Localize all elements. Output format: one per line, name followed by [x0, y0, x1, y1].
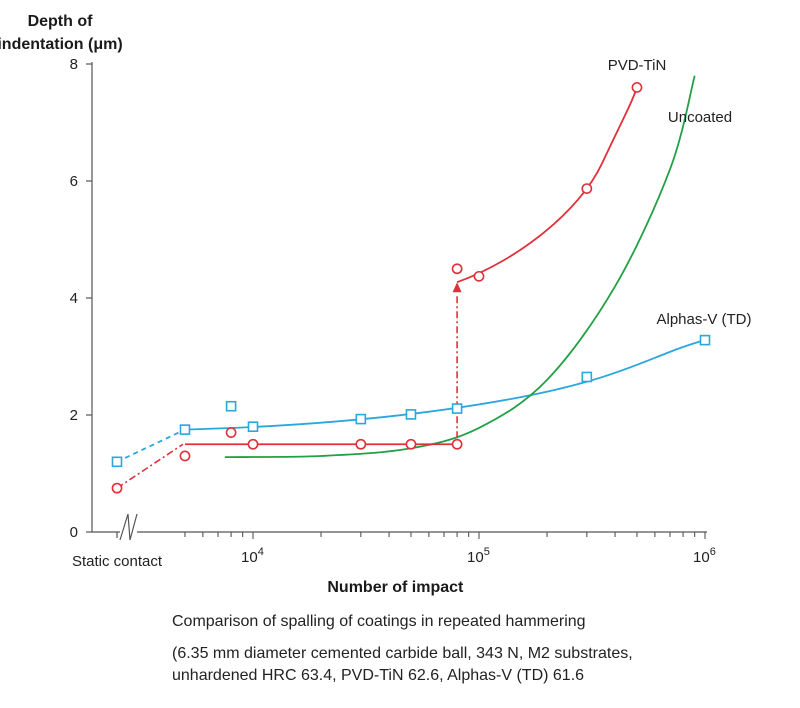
x-tick-label: 105 [467, 546, 490, 566]
series-label-alphas-v: Alphas-V (TD) [656, 311, 751, 328]
alphas-v-marker [179, 424, 191, 435]
x-tick-label: 104 [241, 546, 264, 566]
pvd-tin-marker [581, 183, 593, 195]
labels: 0 2 4 6 8 104 105 106 Static contact Depth of inde… [0, 13, 752, 596]
caption-line-1: Comparison of spalling of coatings in re… [172, 613, 586, 630]
pvd-tin-rising-curve [456, 87, 638, 284]
x-tick-label-static: Static contact [72, 553, 163, 570]
uncoated-series-curve [224, 75, 696, 458]
y-tick-label: 2 [70, 407, 78, 424]
pvd-tin-marker [179, 450, 191, 462]
y-tick-label: 8 [70, 56, 78, 73]
alphas-v-marker [355, 413, 367, 425]
alphas-v-marker [247, 421, 259, 433]
x-axis-title: Number of impact [327, 579, 464, 596]
alphas-v-marker [451, 403, 463, 414]
caption-line-3: unhardened HRC 63.4, PVD-TiN 62.6, Alpha… [172, 667, 585, 684]
chart-plot: 0 2 4 6 8 104 105 106 Static contact Depth of inde… [0, 13, 752, 596]
caption-line-2: (6.35 mm diameter cemented carbide ball,… [172, 645, 633, 662]
curves [116, 75, 706, 489]
axes [86, 62, 707, 541]
series-label-uncoated: Uncoated [668, 109, 732, 126]
alphas-v-marker [225, 400, 237, 412]
pvd-tin-marker [451, 438, 463, 450]
pvd-tin-marker [405, 438, 417, 450]
pvd-tin-marker [451, 263, 463, 275]
y-tick-label: 0 [70, 524, 78, 541]
pvd-tin-marker [225, 427, 237, 438]
pvd-tin-marker [355, 438, 367, 450]
alphas-v-marker [699, 334, 711, 346]
alphas-v-marker [405, 409, 417, 420]
y-axis-title-line-1: Depth of [28, 13, 94, 30]
alphas-v-marker [111, 456, 123, 468]
y-tick-label: 4 [70, 290, 78, 307]
markers [111, 82, 711, 494]
alphas-v-marker [581, 371, 593, 383]
series-label-pvd-tin: PVD-TiN [608, 57, 667, 74]
axis-break-mark [119, 513, 138, 541]
pvd-tin-marker [473, 270, 485, 282]
pvd-tin-marker [631, 82, 643, 93]
alphas-v-static-connector [116, 428, 186, 463]
y-tick-label: 6 [70, 173, 78, 190]
pvd-tin-static-connector [116, 443, 184, 489]
y-axis-title-line-2: indentation (μm) [0, 36, 123, 53]
pvd-tin-marker [111, 482, 123, 494]
pvd-tin-jump-arrowhead [452, 282, 462, 293]
alphas-v-series-curve [184, 339, 706, 431]
pvd-tin-marker [247, 438, 259, 450]
x-tick-label: 106 [693, 546, 716, 566]
